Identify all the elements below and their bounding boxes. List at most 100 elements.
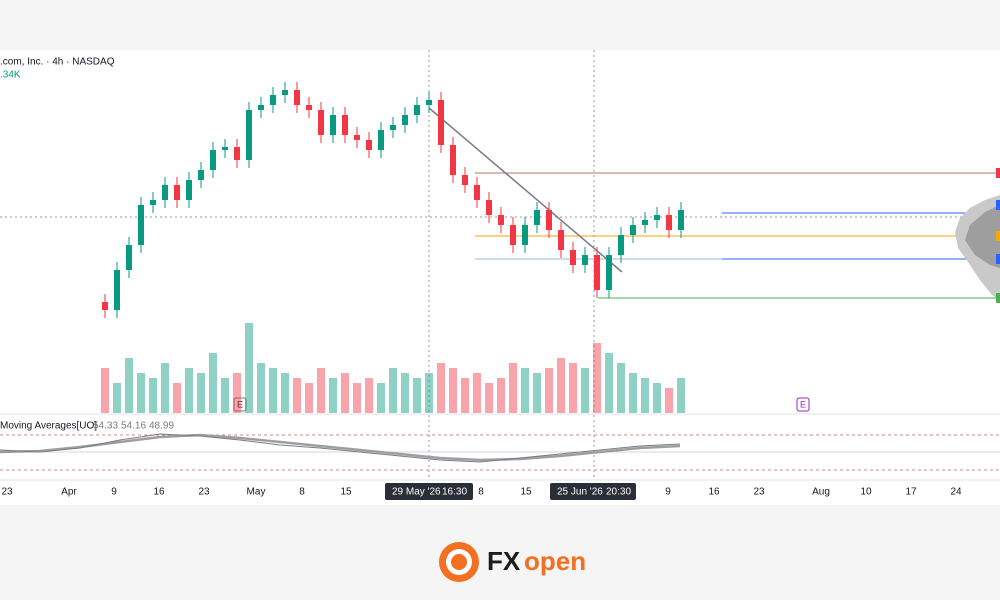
candle-body [378,130,384,150]
candle-body [414,105,420,115]
indicator-line [0,433,681,462]
volume-bar [149,378,157,413]
x-tick-label: Apr [61,487,77,498]
volume-bar [425,373,433,413]
candle-body [114,270,120,310]
indicator-reading: 48.99 [149,421,174,432]
time-axis: 23 Apr 9 16 23 May 8 15 29 May '26 16:30… [1,483,962,500]
volume-bar [557,358,565,413]
x-tick-label: 23 [1,487,13,498]
trend-line [428,107,623,273]
x-tick-label: 15 [340,487,352,498]
crosshair-time: 20:30 [606,487,631,498]
candle-body [486,200,492,215]
volume-bar [221,378,229,413]
indicator-reading: 54.33 [93,421,118,432]
indicator-name: Moving Averages[UO] [0,421,97,432]
candle-body [438,100,444,145]
volume-bar [581,368,589,413]
volume-bar [185,368,193,413]
event-marker[interactable] [796,397,810,412]
candle-body [426,100,432,105]
crosshair-date: 25 Jun '26 [557,487,603,498]
candle-body [234,147,240,160]
volume-bar [377,383,385,413]
candle-body [294,90,300,105]
volume-bar [677,378,685,413]
logo-prefix: FX [487,546,521,576]
volume-bar [173,383,181,413]
candle-body [318,110,324,135]
volume-bar [497,378,505,413]
indicator-reading: 54.16 [121,421,146,432]
volume-bar [269,368,277,413]
x-tick-label: 9 [111,487,117,498]
volume-bar [317,368,325,413]
crosshair-time: 16:30 [442,487,467,498]
volume-bar [533,373,541,413]
x-tick-label: 24 [950,487,962,498]
volume-bar [641,378,649,413]
volume-bar [329,378,337,413]
volume-bar [365,378,373,413]
indicator-line [0,433,681,463]
candle-body [618,235,624,255]
candle-body [102,302,108,310]
candle-body [306,105,312,110]
price-tag [996,293,1000,303]
volume-bar [197,373,205,413]
candle-body [186,180,192,200]
x-tick-label: 8 [478,487,484,498]
volume-bar [305,383,313,413]
price-tag [996,231,1000,241]
volume-bar [125,358,133,413]
candle-body [402,115,408,125]
volume-profile [965,205,1000,268]
x-tick-label: 15 [520,487,532,498]
volume-bar [257,363,265,413]
candle-body [246,110,252,160]
candle-body [666,215,672,230]
volume-bar [281,373,289,413]
candle-body [558,230,564,250]
event-marker[interactable] [233,397,247,412]
volume-bar [485,383,493,413]
volume-bar [629,373,637,413]
candle-body [570,250,576,265]
crosshair-date: 29 May '26 [392,487,441,498]
candle-body [390,125,396,130]
event-marker-label: E [237,399,243,409]
candle-body [258,105,264,110]
volume-bar [461,378,469,413]
x-tick-label: 8 [299,487,305,498]
volume-bar [617,363,625,413]
volume-bar [653,383,661,413]
candle-body [654,215,660,220]
candle-body [138,205,144,245]
logo-suffix: open [524,546,586,576]
logo-emblem [451,554,467,570]
candle-body [594,255,600,290]
candle-body [630,225,636,235]
candle-body [222,147,228,150]
candle-body [126,245,132,270]
symbol-label: .com, Inc. · 4h · NASDAQ [0,57,115,68]
crosshair-time-badge [550,483,636,500]
candle-body [366,140,372,150]
chart-panel [0,50,1000,505]
candle-body [270,95,276,105]
volume-bar [233,373,241,413]
candle-body [462,175,468,185]
candle-body [546,210,552,230]
candle-body [354,135,360,140]
candle-body [174,185,180,200]
candle-body [678,210,684,230]
candle-body [534,210,540,225]
candle-body [162,185,168,200]
volume-bar [449,368,457,413]
candle-body [198,170,204,180]
volume-bar [245,323,253,413]
candle-body [282,90,288,95]
x-tick-label: 10 [860,487,872,498]
